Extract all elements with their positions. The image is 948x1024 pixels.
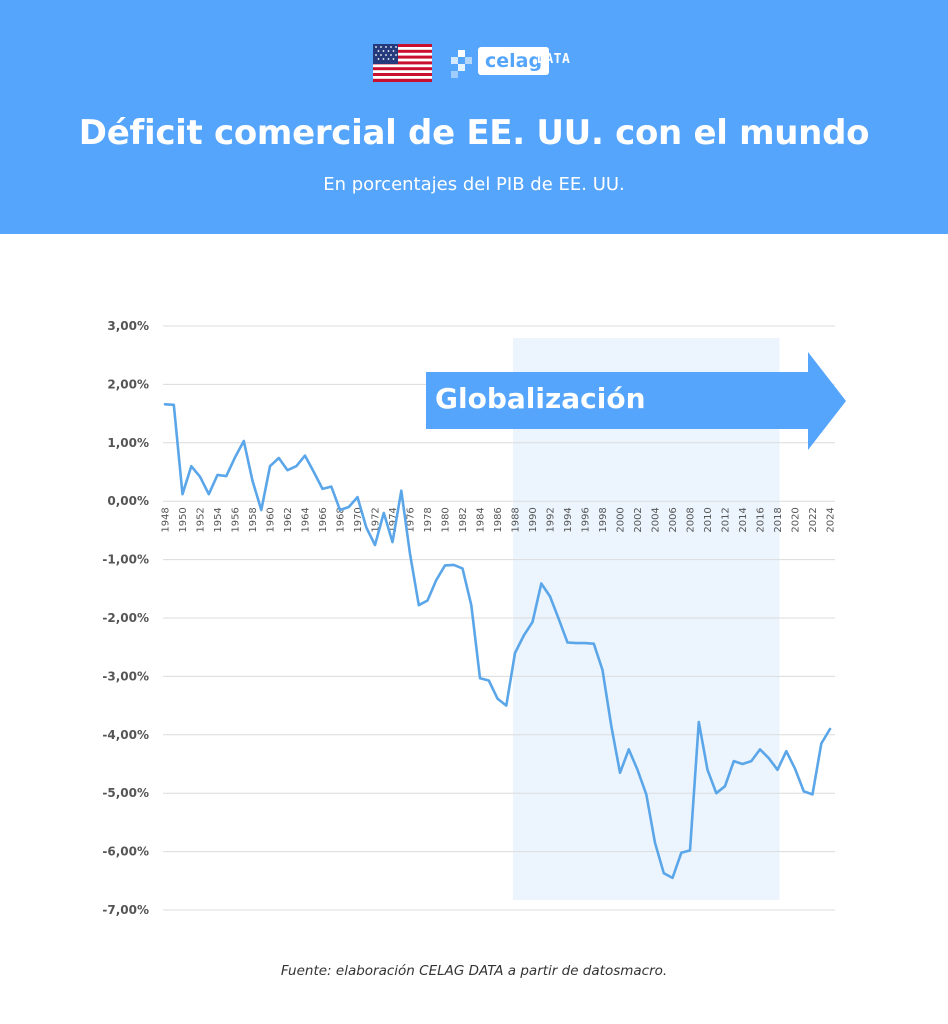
x-tick-label: 1948 — [161, 507, 172, 532]
x-tick-label: 1956 — [231, 507, 242, 532]
globalization-arrow-icon — [426, 352, 846, 450]
x-tick-label: 1958 — [248, 507, 259, 532]
y-tick-label: 3,00% — [107, 319, 149, 333]
x-tick-label: 1966 — [318, 507, 329, 532]
x-tick-label: 1990 — [528, 507, 539, 532]
x-tick-label: 1960 — [266, 507, 277, 532]
y-tick-label: -1,00% — [102, 553, 149, 567]
y-tick-label: -2,00% — [102, 611, 149, 625]
x-tick-label: 2002 — [633, 507, 644, 532]
x-tick-label: 1998 — [598, 507, 609, 532]
x-tick-label: 1964 — [301, 507, 312, 532]
x-tick-label: 1988 — [511, 507, 522, 532]
x-tick-label: 2000 — [616, 507, 627, 532]
x-tick-label: 1980 — [441, 507, 452, 532]
x-tick-label: 2008 — [686, 507, 697, 532]
logo-suffix: DATA — [537, 52, 571, 67]
x-tick-label: 1986 — [493, 507, 504, 532]
x-tick-label: 1970 — [353, 507, 364, 532]
y-tick-label: -5,00% — [102, 786, 149, 800]
x-tick-label: 2010 — [703, 507, 714, 532]
header-banner: celag DATA Déficit comercial de EE. UU. … — [0, 0, 948, 234]
x-tick-label: 1952 — [196, 507, 207, 532]
x-tick-label: 2012 — [721, 507, 732, 532]
x-tick-label: 1992 — [546, 507, 557, 532]
x-tick-label: 2014 — [738, 507, 749, 532]
line-chart: 3,00% 2,00% 1,00% 0,00% -1,00% -2,00% -3,00% -4… — [102, 319, 846, 917]
page-title: Déficit comercial de EE. UU. con el mund… — [78, 113, 870, 153]
logo-row: celag DATA — [0, 42, 948, 84]
x-tick-label: 1968 — [336, 507, 347, 532]
us-flag-icon — [373, 44, 432, 82]
pixel-mark-icon — [451, 50, 472, 78]
x-tick-label: 2016 — [756, 507, 767, 532]
x-tick-label: 1954 — [213, 507, 224, 532]
y-tick-label: -7,00% — [102, 903, 149, 917]
celag-logo: celag DATA — [448, 44, 578, 82]
x-tick-label: 1974 — [388, 507, 399, 532]
x-tick-label: 1982 — [458, 507, 469, 532]
x-tick-label: 1972 — [371, 507, 382, 532]
x-tick-label: 1962 — [283, 507, 294, 532]
y-tick-label: 1,00% — [107, 436, 149, 450]
page-subtitle: En porcentajes del PIB de EE. UU. — [323, 174, 625, 195]
y-tick-label: -3,00% — [102, 669, 149, 683]
series-line — [163, 402, 832, 880]
x-tick-label: 1978 — [423, 507, 434, 532]
y-tick-label: -6,00% — [102, 845, 149, 859]
x-tick-label: 2020 — [791, 507, 802, 532]
x-tick-label: 1996 — [581, 507, 592, 532]
source-note: Fuente: elaboración CELAG DATA a partir … — [280, 963, 668, 979]
x-tick-label: 1950 — [178, 507, 189, 532]
x-tick-label: 2004 — [651, 507, 662, 532]
x-tick-label: 1984 — [476, 507, 487, 532]
x-tick-label: 2022 — [808, 507, 819, 532]
y-tick-label: -4,00% — [102, 728, 149, 742]
x-tick-label: 1994 — [563, 507, 574, 532]
x-tick-label: 2006 — [668, 507, 679, 532]
x-tick-label: 2024 — [826, 507, 837, 532]
y-tick-label: 0,00% — [107, 494, 149, 508]
y-tick-label: 2,00% — [107, 377, 149, 391]
globalization-label: Globalización — [435, 382, 646, 415]
x-tick-label: 1976 — [406, 507, 417, 532]
logo-wordmark: celag — [478, 47, 550, 75]
x-tick-label: 2018 — [773, 507, 784, 532]
